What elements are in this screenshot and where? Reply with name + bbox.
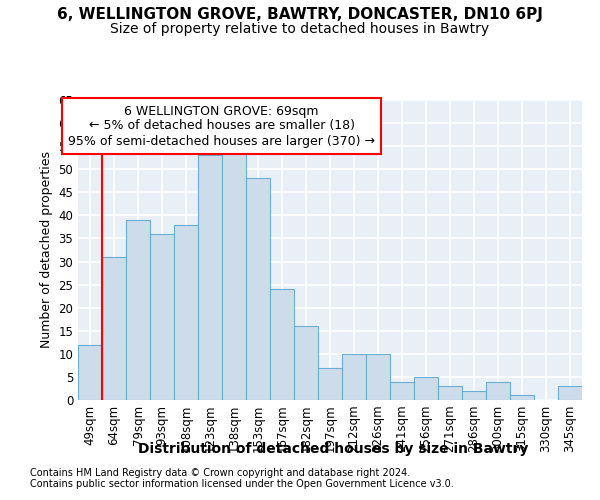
Bar bbox=[342, 354, 366, 400]
Bar bbox=[150, 234, 174, 400]
Bar bbox=[462, 391, 486, 400]
Bar bbox=[78, 344, 102, 400]
Bar bbox=[414, 377, 438, 400]
Bar bbox=[126, 220, 150, 400]
Text: Size of property relative to detached houses in Bawtry: Size of property relative to detached ho… bbox=[110, 22, 490, 36]
Bar bbox=[438, 386, 462, 400]
Bar bbox=[222, 151, 246, 400]
Text: Distribution of detached houses by size in Bawtry: Distribution of detached houses by size … bbox=[138, 442, 528, 456]
Bar bbox=[174, 224, 198, 400]
Text: 6, WELLINGTON GROVE, BAWTRY, DONCASTER, DN10 6PJ: 6, WELLINGTON GROVE, BAWTRY, DONCASTER, … bbox=[57, 8, 543, 22]
Bar bbox=[558, 386, 582, 400]
Bar bbox=[366, 354, 390, 400]
Text: 6 WELLINGTON GROVE: 69sqm
← 5% of detached houses are smaller (18)
95% of semi-d: 6 WELLINGTON GROVE: 69sqm ← 5% of detach… bbox=[68, 104, 375, 148]
Bar bbox=[510, 396, 534, 400]
Bar bbox=[198, 156, 222, 400]
Bar bbox=[486, 382, 510, 400]
Text: Contains public sector information licensed under the Open Government Licence v3: Contains public sector information licen… bbox=[30, 479, 454, 489]
Bar bbox=[270, 289, 294, 400]
Bar bbox=[390, 382, 414, 400]
Text: Contains HM Land Registry data © Crown copyright and database right 2024.: Contains HM Land Registry data © Crown c… bbox=[30, 468, 410, 477]
Y-axis label: Number of detached properties: Number of detached properties bbox=[40, 152, 53, 348]
Bar bbox=[318, 368, 342, 400]
Bar bbox=[246, 178, 270, 400]
Bar bbox=[294, 326, 318, 400]
Bar bbox=[102, 257, 126, 400]
